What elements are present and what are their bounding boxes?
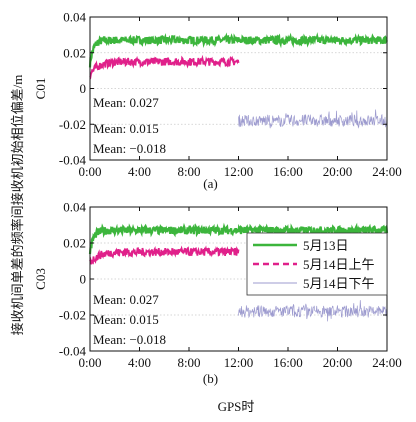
series-line-3 — [238, 300, 388, 322]
y-tick-label: -0.04 — [59, 153, 87, 168]
legend-label: 5月13日 — [303, 238, 349, 253]
x-tick-label: 16:00 — [273, 164, 303, 179]
chart-panel-b: 0.04 0.02 0 -0.02 -0.040:00 4:00 8:00 12:00 16:0… — [33, 200, 402, 387]
x-tick-label: 12:00 — [224, 164, 254, 179]
x-tick-label: 4:00 — [128, 355, 151, 370]
panel-y-label: C01 — [33, 78, 48, 100]
panel-caption: (a) — [203, 176, 217, 191]
mean-annotation: Mean: 0.027 — [93, 292, 159, 307]
shared-y-axis-label: 接收机间单差的频率间接收机初始相位偏差/m — [10, 75, 25, 336]
legend-label: 5月14日下午 — [303, 276, 375, 291]
legend: 5月13日 5月14日上午 5月14日下午 — [246, 232, 388, 296]
mean-annotation: Mean: 0.015 — [93, 121, 159, 136]
mean-annotation: Mean: −0.018 — [93, 141, 166, 156]
x-tick-label: 16:00 — [273, 355, 303, 370]
y-tick-label: 0.02 — [63, 236, 86, 251]
shared-x-axis-label: GPS时 — [218, 399, 255, 414]
panel-caption: (b) — [203, 371, 218, 386]
x-tick-label: 12:00 — [224, 355, 254, 370]
panel-y-label: C03 — [33, 268, 48, 290]
legend-label: 5月14日上午 — [303, 257, 375, 272]
y-tick-label: 0.02 — [63, 45, 86, 60]
x-tick-label: 24:00 — [372, 355, 402, 370]
legend-box — [246, 232, 388, 296]
mean-annotation: Mean: −0.018 — [93, 332, 166, 347]
y-tick-label: 0.04 — [63, 200, 86, 215]
y-tick-label: 0 — [80, 81, 87, 96]
series-line-3 — [238, 109, 388, 129]
mean-annotation: Mean: 0.015 — [93, 312, 159, 327]
y-tick-label: -0.02 — [59, 308, 86, 323]
panels: 0.040.020-0.02-0.040:00 4:00 8:00 12:00 16:0… — [33, 10, 402, 387]
y-tick-label: 0 — [80, 272, 87, 287]
x-tick-label: 0:00 — [78, 164, 101, 179]
y-tick-label: -0.02 — [59, 117, 86, 132]
x-tick-label: 0:00 — [78, 355, 101, 370]
x-tick-label: 8:00 — [177, 355, 200, 370]
series-line-1 — [88, 32, 388, 68]
x-tick-label: 4:00 — [128, 164, 151, 179]
series-line-2 — [89, 54, 240, 80]
x-tick-label: 20:00 — [323, 164, 353, 179]
y-tick-label: 0.04 — [63, 10, 86, 25]
y-tick-label: -0.04 — [59, 344, 87, 359]
x-tick-label: 8:00 — [177, 164, 200, 179]
mean-annotation: Mean: 0.027 — [93, 95, 159, 110]
x-tick-label: 20:00 — [323, 355, 353, 370]
x-tick-label: 24:00 — [372, 164, 402, 179]
chart-panel-a: 0.04 0.02 0 -0.02 -0.040:00 4:00 8:00 12:00 16:0… — [33, 10, 402, 192]
series-line-2 — [89, 245, 240, 265]
